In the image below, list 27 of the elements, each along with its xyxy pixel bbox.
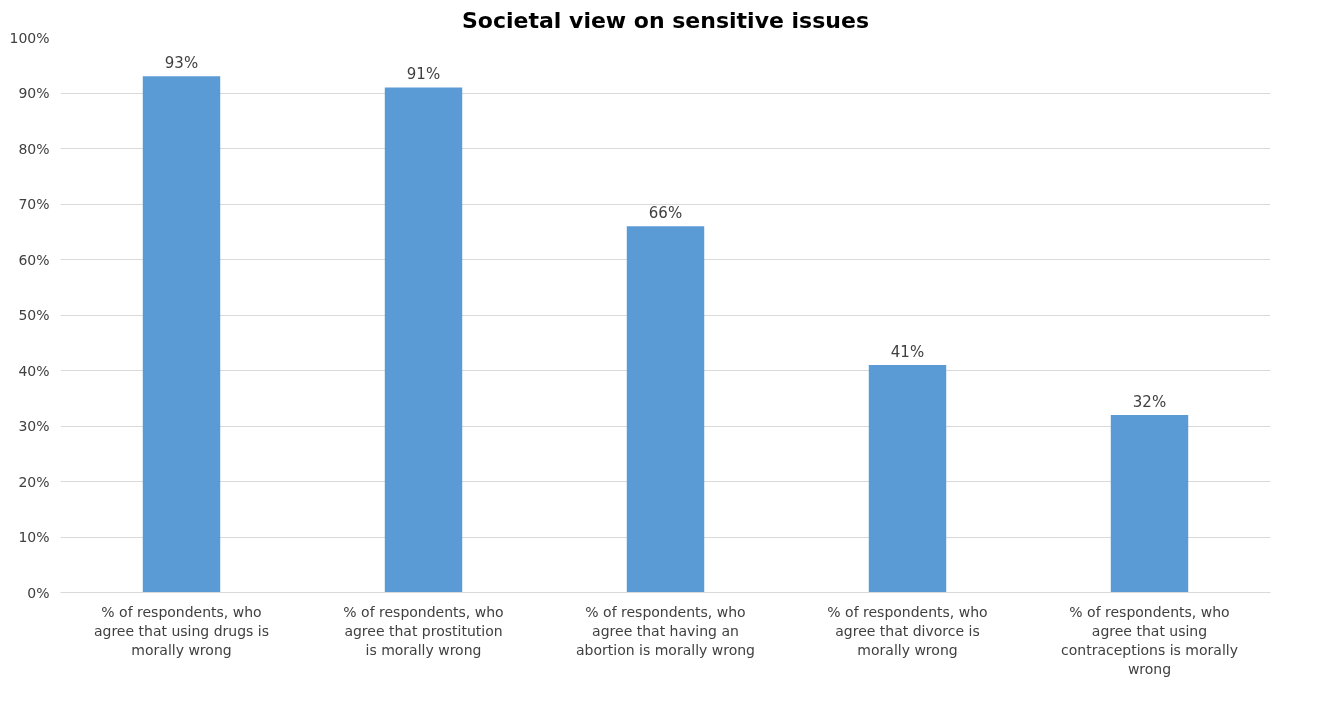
y-tick-label: 50% — [18, 307, 50, 323]
bar — [1110, 414, 1189, 593]
y-tick-label: 20% — [18, 473, 50, 490]
x-tick-label: % of respondents, who agree that divorce is morally wrong — [827, 603, 988, 658]
y-tick-label: 60% — [18, 251, 50, 268]
y-tick-label: 40% — [18, 362, 50, 379]
data-label: 91% — [406, 65, 441, 84]
bar — [626, 226, 705, 593]
data-label: 93% — [164, 54, 199, 73]
data-label: 32% — [1132, 392, 1167, 411]
x-tick-label: % of respondents, who agree that using contraceptions is morally wrong — [1061, 603, 1238, 678]
y-tick-label: 70% — [18, 196, 50, 212]
data-label: 41% — [890, 342, 925, 361]
y-tick-label: 100% — [9, 29, 50, 46]
y-tick-label: 80% — [18, 140, 50, 157]
bar — [384, 87, 463, 593]
x-tick-label: % of respondents, who agree that using drugs is morally wrong — [93, 603, 270, 658]
y-tick-label: 30% — [18, 418, 50, 434]
y-tick-label: 10% — [18, 529, 50, 545]
chart-title: Societal view on sensitive issues — [462, 7, 869, 33]
y-tick-label: 0% — [27, 584, 50, 601]
x-tick-label: % of respondents, who agree that having an abortion is morally wrong — [576, 603, 755, 658]
data-label: 66% — [648, 204, 683, 223]
x-tick-label: % of respondents, who agree that prostitution is morally wrong — [343, 603, 504, 658]
y-tick-label: 90% — [18, 85, 50, 101]
bar — [868, 364, 947, 593]
bar — [142, 76, 221, 593]
